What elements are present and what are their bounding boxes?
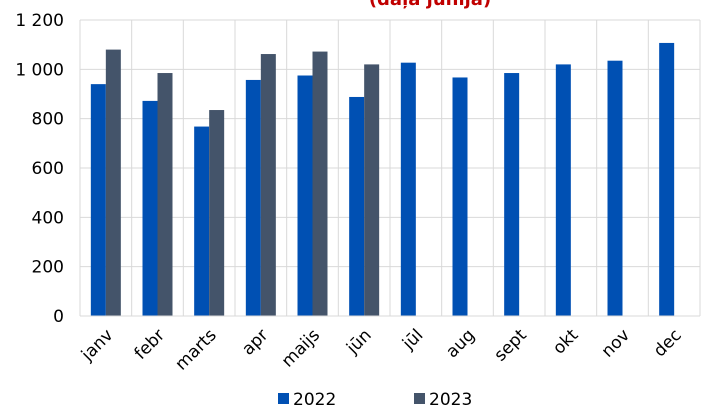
x-tick-label: sept <box>491 325 531 365</box>
bar-2023-marts <box>209 110 225 317</box>
bar-2023-jūn <box>364 64 380 317</box>
x-tick-label: jūl <box>398 325 427 354</box>
y-tick-label: 400 <box>32 208 64 228</box>
y-tick-label: 200 <box>32 258 64 278</box>
bar-2022-sept <box>504 73 520 317</box>
bar-2022-apr <box>245 79 261 316</box>
x-tick-label: marts <box>172 325 221 374</box>
gridlines <box>79 19 701 316</box>
bar-2022-janv <box>90 84 106 316</box>
legend-label-2022: 2022 <box>293 390 336 410</box>
bar-2022-nov <box>607 60 623 317</box>
bar-2023-apr <box>260 54 276 316</box>
bar-2022-aug <box>452 77 468 317</box>
x-tick-label: maijs <box>278 325 324 371</box>
x-tick-label: apr <box>238 325 272 359</box>
bar-2023-janv <box>105 49 121 316</box>
x-tick-label: jūn <box>342 325 375 358</box>
bar-2023-febr <box>157 73 173 317</box>
bar-2022-jūl <box>400 62 416 316</box>
x-tick-label: aug <box>442 325 479 362</box>
legend-label-2023: 2023 <box>429 390 472 410</box>
y-axis-ticks: 0 200 400 600 800 1 000 1 200 <box>15 11 64 327</box>
y-tick-label: 1 200 <box>15 11 64 31</box>
x-tick-label: nov <box>598 325 634 361</box>
bars <box>90 42 675 317</box>
x-axis-ticks: janv febr marts apr maijs jūn jūl aug sept okt nov… <box>77 325 686 374</box>
bar-2022-jūn <box>349 96 365 317</box>
bar-2022-marts <box>194 126 210 316</box>
legend-swatch-2023 <box>414 393 425 404</box>
bar-2022-dec <box>659 42 675 316</box>
bar-2022-maijs <box>297 75 313 316</box>
bar-2022-febr <box>142 100 158 316</box>
chart-title: (daļa jūnijā) <box>369 0 491 10</box>
x-tick-label: febr <box>131 325 169 363</box>
x-tick-label: dec <box>650 325 686 361</box>
x-tick-label: janv <box>77 325 117 365</box>
legend: 2022 2023 <box>278 390 472 410</box>
bar-2023-maijs <box>312 51 328 316</box>
y-tick-label: 1 000 <box>15 60 64 80</box>
y-tick-label: 800 <box>32 110 64 130</box>
legend-swatch-2022 <box>278 393 289 404</box>
y-tick-label: 0 <box>53 307 64 327</box>
y-tick-label: 600 <box>32 159 64 179</box>
bar-2022-okt <box>555 64 571 317</box>
x-tick-label: okt <box>549 325 582 358</box>
